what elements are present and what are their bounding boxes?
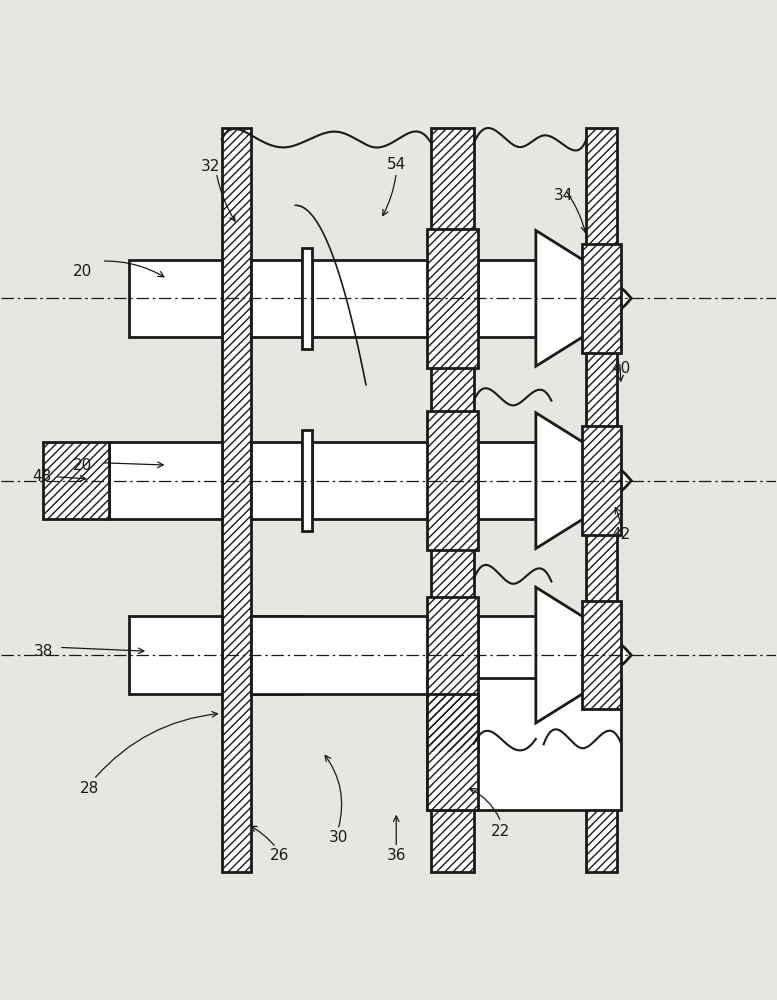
Bar [583,426,621,535]
Text: 48: 48 [32,469,51,484]
Bar [431,128,474,872]
Bar [478,442,536,519]
Bar [478,260,536,337]
Bar [427,694,478,810]
Bar [251,260,301,337]
Bar [478,616,536,694]
Text: 36: 36 [386,848,406,863]
Bar [251,442,301,519]
Text: 42: 42 [611,527,631,542]
Bar [221,128,251,872]
Bar [587,128,617,872]
Text: 54: 54 [387,157,406,172]
Bar [427,597,478,752]
Bar [583,426,621,535]
Bar [587,128,617,872]
Text: 20: 20 [72,264,92,279]
Bar [427,678,621,810]
Polygon shape [536,587,631,723]
Bar [583,601,621,709]
Bar [583,244,621,353]
Bar [427,694,478,810]
Bar [427,229,478,368]
Text: 40: 40 [611,361,631,376]
Bar [583,244,621,353]
Bar [431,128,474,872]
Bar [427,597,478,752]
Bar [301,430,312,531]
Bar [427,229,478,368]
Bar [251,616,301,694]
Polygon shape [536,230,631,366]
Bar [44,442,110,519]
Text: 22: 22 [491,824,510,839]
Polygon shape [536,413,631,548]
Text: 30: 30 [329,830,348,845]
Text: 38: 38 [33,644,53,659]
Bar [427,411,478,550]
Bar [312,260,431,337]
Text: 26: 26 [270,848,290,863]
Bar [301,248,312,349]
Bar [110,442,221,519]
Text: 32: 32 [200,159,220,174]
Bar [44,442,110,519]
Bar [583,601,621,709]
Text: 20: 20 [72,458,92,473]
Text: 34: 34 [553,188,573,203]
Bar [251,616,431,694]
Bar [129,616,221,694]
Bar [129,260,221,337]
Bar [427,411,478,550]
Text: 28: 28 [80,781,99,796]
Bar [312,442,431,519]
Bar [221,128,251,872]
